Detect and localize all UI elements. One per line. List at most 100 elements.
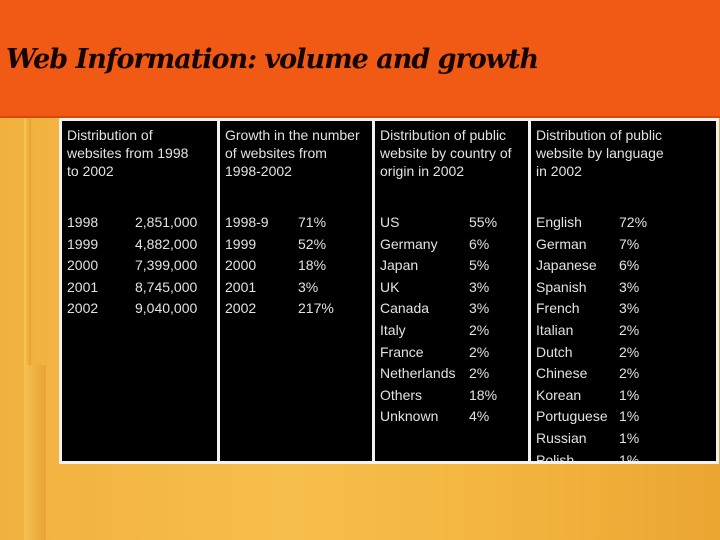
row-label: 1998-9	[225, 214, 269, 230]
data-table: Distribution of websites from 1998 to 2002…	[59, 118, 719, 464]
row-label: 2001	[225, 278, 257, 295]
row-label: 2000	[67, 257, 99, 274]
row-label: English	[536, 214, 582, 230]
table-row: Portuguese 1%	[536, 406, 711, 428]
row-value: 1%	[619, 408, 640, 425]
table-row: Italian 2%	[536, 320, 711, 342]
row-label: 2002	[67, 300, 99, 317]
row-label: Spanish	[536, 278, 587, 295]
row-label: 2000	[225, 257, 257, 274]
table-row: Germany 6%	[380, 234, 523, 256]
row-value: 2%	[619, 321, 640, 338]
table-row: 2001 8,745,000	[67, 277, 212, 299]
row-label: Japan	[380, 257, 419, 274]
column-header-line: website by country of	[380, 145, 512, 162]
table-row: 2002 9,040,000	[67, 298, 212, 320]
column-rows: 1998-9 71% 1999 52% 2000 18% 2001 3% 2002 217%	[225, 212, 367, 320]
row-label: Italy	[380, 321, 406, 338]
growth-column: Growth in the number of websites from 1998…	[220, 121, 372, 461]
row-value: 3%	[469, 300, 490, 317]
row-value: 1%	[619, 451, 640, 461]
column-header-line: Distribution of public	[380, 127, 507, 143]
table-row: Unknown 4%	[380, 406, 523, 428]
column-header: Distribution of websites from 1998 to 2002	[67, 126, 212, 200]
column-header: Distribution of public website by country…	[380, 126, 523, 200]
table-row: 1998-9 71%	[225, 212, 367, 234]
column-rows: US 55% Germany 6% Japan 5% UK 3% Canada 3% Italy 2%…	[380, 212, 523, 428]
table-row: German 7%	[536, 234, 711, 256]
column-header-line: Distribution of public	[536, 127, 663, 143]
column-header-line: of websites from	[225, 145, 327, 162]
row-value: 2%	[469, 343, 490, 360]
row-label: Unknown	[380, 408, 439, 425]
table-row: Italy 2%	[380, 320, 523, 342]
row-value: 72%	[619, 214, 648, 230]
row-label: 2002	[225, 300, 257, 317]
row-value: 3%	[298, 278, 319, 295]
slide-title: Web Information: volume and growth	[6, 44, 539, 75]
decorative-bar	[24, 118, 31, 540]
row-value: 18%	[298, 257, 327, 274]
table-row: French 3%	[536, 298, 711, 320]
column-rows: 1998 2,851,000 1999 4,882,000 2000 7,399,000 2…	[67, 212, 212, 320]
table-row: 2001 3%	[225, 277, 367, 299]
row-value: 9,040,000	[135, 300, 198, 317]
title-band	[0, 0, 720, 118]
table-row: 1999 52%	[225, 234, 367, 256]
row-value: 71%	[298, 214, 327, 230]
row-label: Japanese	[536, 257, 597, 274]
language-distribution-column: Distribution of public website by languag…	[531, 121, 716, 461]
country-distribution-column: Distribution of public website by country…	[375, 121, 528, 461]
table-row: 2000 7,399,000	[67, 255, 212, 277]
column-header: Distribution of public website by languag…	[536, 126, 711, 200]
row-label: French	[536, 300, 580, 317]
row-value: 4,882,000	[135, 235, 198, 252]
row-label: Dutch	[536, 343, 573, 360]
row-label: Chinese	[536, 365, 588, 382]
column-rows: English 72% German 7% Japanese 6% Spanish 3% Fre…	[536, 212, 711, 461]
row-label: France	[380, 343, 424, 360]
column-header-line: origin in 2002	[380, 163, 465, 180]
column-header-line: website by language	[536, 145, 664, 162]
websites-volume-column: Distribution of websites from 1998 to 2002…	[62, 121, 217, 461]
row-label: Portuguese	[536, 408, 608, 425]
row-value: 3%	[469, 278, 490, 295]
row-label: 2001	[67, 278, 99, 295]
row-label: Polish	[536, 451, 575, 461]
row-label: UK	[380, 278, 400, 295]
row-value: 55%	[469, 214, 498, 230]
row-value: 7,399,000	[135, 257, 198, 274]
row-label: Korean	[536, 386, 582, 403]
row-value: 2%	[469, 321, 490, 338]
table-row: English 72%	[536, 212, 711, 234]
table-row: US 55%	[380, 212, 523, 234]
row-value: 2%	[469, 365, 490, 382]
row-value: 7%	[619, 235, 640, 252]
column-header-line: in 2002	[536, 163, 582, 180]
column-header-line: Growth in the number	[225, 127, 360, 143]
row-label: Germany	[380, 235, 438, 252]
table-row: Polish 1%	[536, 450, 711, 461]
table-row: 1998 2,851,000	[67, 212, 212, 234]
table-row: 2000 18%	[225, 255, 367, 277]
row-label: Canada	[380, 300, 430, 317]
row-value: 1%	[619, 386, 640, 403]
row-value: 18%	[469, 386, 498, 403]
row-value: 5%	[469, 257, 490, 274]
row-label: Italian	[536, 321, 574, 338]
table-row: 2002 217%	[225, 298, 367, 320]
row-value: 217%	[298, 300, 334, 317]
column-header: Growth in the number of websites from 1998…	[225, 126, 367, 200]
row-label: German	[536, 235, 587, 252]
row-value: 3%	[619, 300, 640, 317]
table-row: France 2%	[380, 342, 523, 364]
row-value: 1%	[619, 429, 640, 446]
column-header-line: Distribution of	[67, 127, 153, 143]
row-value: 2,851,000	[135, 214, 198, 230]
row-value: 8,745,000	[135, 278, 198, 295]
table-row: Japan 5%	[380, 255, 523, 277]
row-label: US	[380, 214, 400, 230]
table-row: Russian 1%	[536, 428, 711, 450]
row-label: 1999	[67, 235, 99, 252]
table-row: Dutch 2%	[536, 342, 711, 364]
